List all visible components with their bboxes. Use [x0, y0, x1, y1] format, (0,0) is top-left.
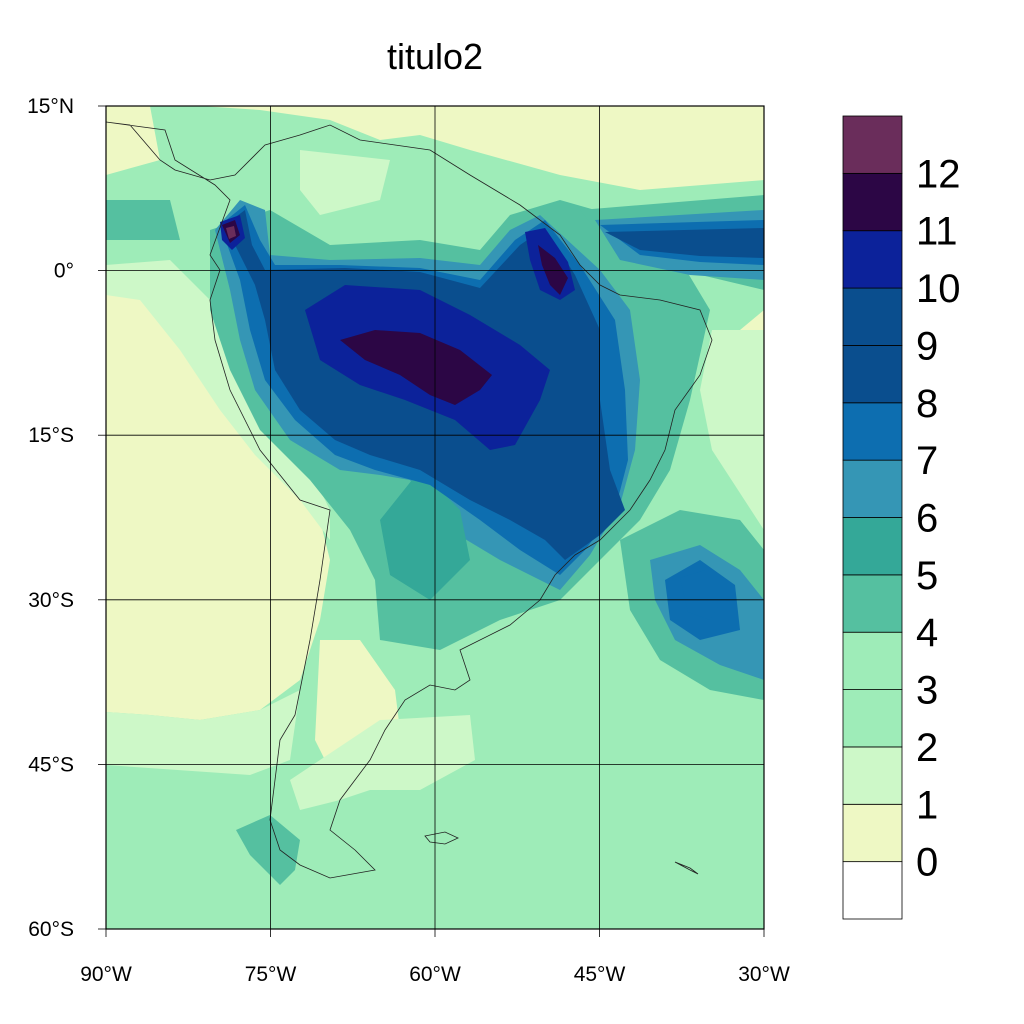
colorbar-label: 6	[916, 497, 938, 541]
latitude-labels: 15°N 0° 15°S 30°S 45°S 60°S	[27, 95, 74, 941]
lat-tick-label: 45°S	[28, 753, 74, 776]
lon-tick-label: 90°W	[80, 963, 132, 986]
colorbar-swatch	[843, 518, 902, 575]
lat-tick-label: 15°N	[27, 95, 74, 118]
colorbar-swatch	[843, 116, 902, 173]
colorbar-swatch	[843, 862, 902, 919]
lat-tick-label: 15°S	[28, 424, 74, 447]
colorbar-label: 2	[916, 726, 938, 770]
colorbar-label: 0	[916, 841, 938, 885]
lon-tick-label: 75°W	[245, 963, 297, 986]
colorbar-swatch	[843, 632, 902, 689]
colorbar-swatch	[843, 231, 902, 288]
colorbar-swatch	[843, 804, 902, 861]
colorbar-swatch	[843, 575, 902, 632]
lon-tick-label: 30°W	[738, 963, 790, 986]
lon-tick-label: 60°W	[409, 963, 461, 986]
lat-tick-label: 60°S	[28, 918, 74, 941]
colorbar-swatch	[843, 288, 902, 345]
colorbar-label: 3	[916, 669, 938, 713]
colorbar-label: 11	[916, 210, 958, 254]
lat-tick-label: 0°	[54, 260, 74, 283]
colorbar-swatch	[843, 747, 902, 804]
colorbar-swatch	[843, 345, 902, 402]
colorbar-label: 7	[916, 439, 938, 483]
longitude-labels: 90°W 75°W 60°W 45°W 30°W	[80, 963, 790, 986]
lat-tick-label: 30°S	[28, 589, 74, 612]
contour-level-4-north	[106, 200, 180, 240]
colorbar-swatch	[843, 403, 902, 460]
colorbar-swatch	[843, 173, 902, 230]
colorbar-label: 12	[916, 152, 961, 196]
colorbar-label: 9	[916, 324, 938, 368]
colorbar-label: 4	[916, 611, 938, 655]
lon-tick-label: 45°W	[574, 963, 626, 986]
colorbar-label: 1	[916, 783, 938, 827]
colorbar-label: 10	[916, 267, 961, 311]
colorbar-label: 8	[916, 382, 938, 426]
colorbar-swatch	[843, 460, 902, 517]
colorbar-swatch	[843, 690, 902, 747]
colorbar-label: 5	[916, 554, 938, 598]
